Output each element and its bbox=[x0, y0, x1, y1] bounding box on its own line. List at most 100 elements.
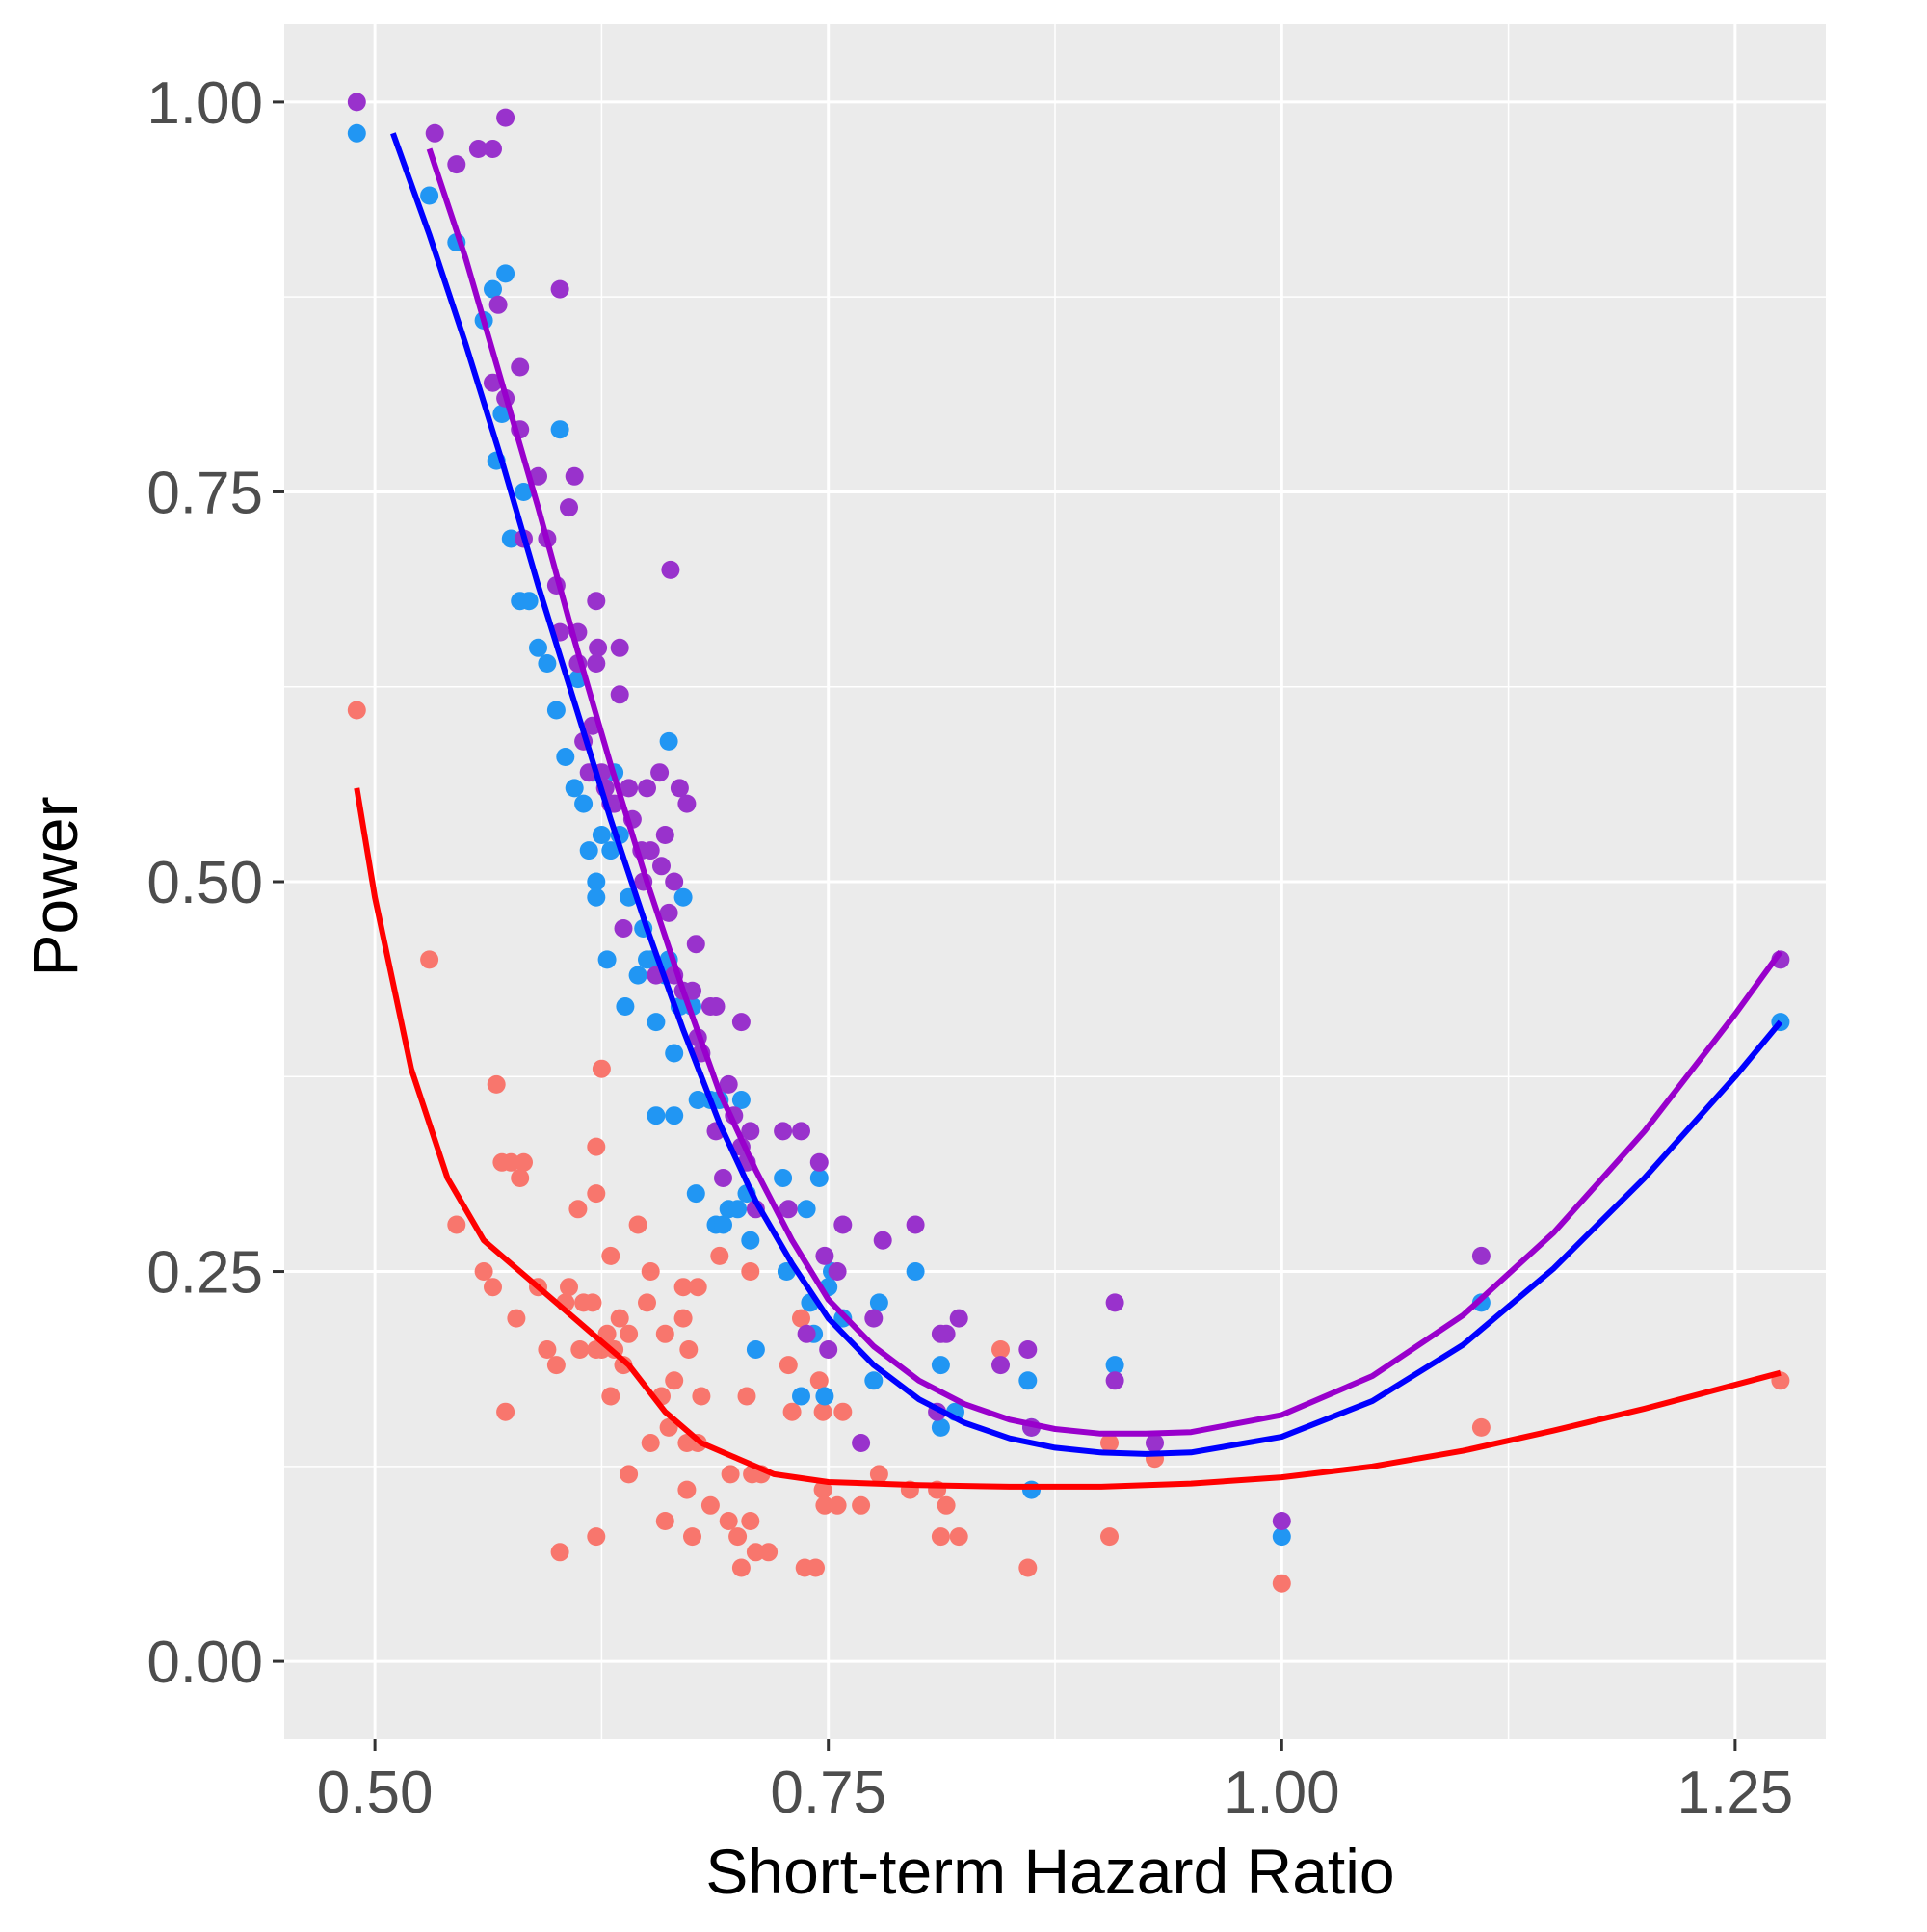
data-point-series-1 bbox=[620, 1324, 639, 1343]
x-tick-label: 1.25 bbox=[1677, 1760, 1794, 1826]
axes: 0.50 0.75 1.00 1.25 0.00 0.25 0.50 0.75 1.00 bbox=[146, 70, 1793, 1826]
y-axis-title: Power bbox=[19, 796, 91, 976]
data-point-series-3 bbox=[706, 997, 726, 1016]
data-point-series-3 bbox=[906, 1215, 925, 1234]
data-point-series-1 bbox=[570, 1340, 590, 1359]
data-point-series-2 bbox=[714, 1215, 732, 1234]
data-point-series-3 bbox=[589, 638, 608, 657]
data-point-series-1 bbox=[614, 1356, 633, 1375]
data-point-series-1 bbox=[610, 1309, 629, 1328]
data-point-series-2 bbox=[347, 123, 366, 143]
data-point-series-3 bbox=[511, 357, 530, 377]
data-point-series-2 bbox=[550, 420, 569, 439]
data-point-series-1 bbox=[641, 1434, 660, 1452]
data-point-series-1 bbox=[813, 1480, 832, 1499]
grid-lines bbox=[284, 24, 1826, 1739]
data-point-series-3 bbox=[496, 108, 515, 127]
data-point-series-3 bbox=[650, 763, 670, 782]
data-point-series-3 bbox=[1146, 1434, 1164, 1452]
data-point-series-2 bbox=[1272, 1527, 1291, 1547]
data-point-series-3 bbox=[991, 1356, 1010, 1375]
data-point-series-3 bbox=[809, 1152, 829, 1172]
data-point-series-1 bbox=[568, 1200, 588, 1219]
data-point-series-3 bbox=[560, 498, 578, 517]
data-point-series-3 bbox=[686, 935, 705, 954]
data-point-series-3 bbox=[620, 779, 639, 798]
data-point-series-1 bbox=[601, 1246, 620, 1265]
data-point-series-3 bbox=[468, 140, 488, 158]
data-point-series-3 bbox=[550, 279, 569, 299]
data-point-series-2 bbox=[538, 654, 557, 673]
data-point-series-3 bbox=[659, 903, 678, 922]
data-point-series-1 bbox=[587, 1137, 606, 1156]
data-point-series-1 bbox=[710, 1246, 729, 1265]
data-point-series-3 bbox=[828, 1262, 847, 1281]
smooth-curve-series-1 bbox=[354, 787, 1782, 1490]
data-point-series-1 bbox=[949, 1527, 968, 1547]
data-point-series-2 bbox=[628, 966, 647, 985]
data-point-series-1 bbox=[679, 1340, 699, 1359]
x-tick-label: 0.75 bbox=[770, 1760, 886, 1826]
data-point-series-2 bbox=[906, 1262, 925, 1281]
data-point-series-1 bbox=[587, 1184, 606, 1204]
data-point-series-3 bbox=[565, 466, 584, 486]
data-point-series-3 bbox=[949, 1309, 968, 1328]
data-point-series-1 bbox=[673, 1278, 693, 1297]
data-point-series-1 bbox=[721, 1465, 740, 1484]
data-point-series-1 bbox=[546, 1356, 566, 1375]
y-tick-label: 0.75 bbox=[146, 460, 263, 526]
data-point-series-3 bbox=[641, 841, 660, 860]
data-point-series-1 bbox=[1018, 1558, 1038, 1577]
data-point-series-2 bbox=[797, 1200, 816, 1219]
data-point-series-3 bbox=[815, 1246, 834, 1265]
data-point-series-1 bbox=[937, 1495, 956, 1515]
data-point-series-2 bbox=[647, 1106, 666, 1125]
data-point-series-2 bbox=[746, 1340, 765, 1359]
data-point-series-3 bbox=[655, 826, 674, 844]
data-point-series-3 bbox=[610, 685, 629, 704]
data-point-series-2 bbox=[574, 794, 594, 813]
data-point-series-1 bbox=[655, 1324, 674, 1343]
data-point-series-3 bbox=[731, 1013, 751, 1032]
data-point-series-1 bbox=[741, 1262, 760, 1281]
data-point-series-1 bbox=[731, 1558, 751, 1577]
data-point-series-1 bbox=[474, 1262, 493, 1281]
data-point-series-1 bbox=[852, 1495, 871, 1515]
data-point-series-1 bbox=[746, 1543, 765, 1562]
data-point-series-1 bbox=[673, 1309, 693, 1328]
data-point-series-3 bbox=[614, 919, 633, 938]
data-point-series-1 bbox=[638, 1293, 656, 1312]
data-point-series-1 bbox=[347, 701, 366, 720]
data-point-series-1 bbox=[583, 1293, 602, 1312]
x-axis-title: Short-term Hazard Ratio bbox=[705, 1836, 1394, 1907]
data-point-series-2 bbox=[659, 731, 678, 751]
data-point-series-2 bbox=[688, 1091, 707, 1109]
data-point-series-1 bbox=[550, 1543, 569, 1562]
data-point-series-1 bbox=[683, 1527, 701, 1547]
data-point-series-2 bbox=[1018, 1371, 1038, 1390]
data-point-series-2 bbox=[529, 638, 547, 657]
data-point-series-3 bbox=[1018, 1340, 1038, 1359]
data-point-series-2 bbox=[1022, 1480, 1041, 1499]
data-point-series-1 bbox=[719, 1512, 738, 1530]
data-point-series-3 bbox=[665, 872, 684, 891]
data-point-series-2 bbox=[484, 279, 502, 299]
data-point-series-1 bbox=[620, 1465, 639, 1484]
data-point-series-3 bbox=[529, 466, 547, 486]
data-point-series-1 bbox=[1100, 1434, 1119, 1452]
data-point-series-3 bbox=[719, 1074, 738, 1094]
data-point-series-1 bbox=[560, 1278, 578, 1297]
data-point-series-1 bbox=[809, 1371, 829, 1390]
data-point-series-3 bbox=[819, 1340, 838, 1359]
data-point-series-2 bbox=[931, 1417, 950, 1437]
data-point-series-2 bbox=[592, 826, 611, 844]
data-point-series-3 bbox=[347, 93, 366, 112]
data-point-series-2 bbox=[556, 748, 575, 766]
data-point-series-3 bbox=[774, 1122, 793, 1141]
data-point-series-2 bbox=[519, 592, 539, 611]
y-tick-label: 0.00 bbox=[146, 1629, 263, 1696]
data-point-series-1 bbox=[587, 1527, 606, 1547]
data-point-series-2 bbox=[809, 1169, 829, 1187]
